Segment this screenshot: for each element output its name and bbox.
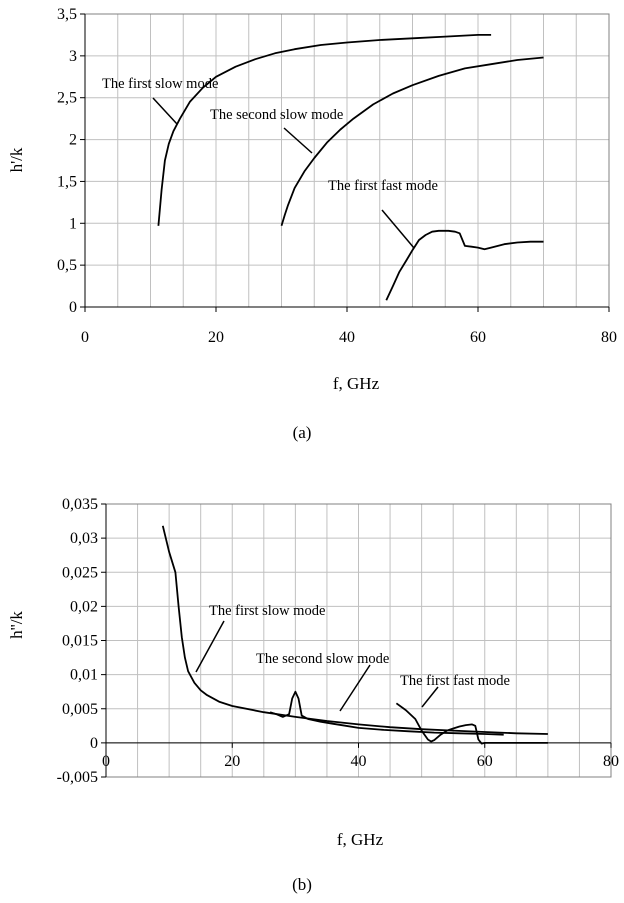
chart-b-series-line-1 [161,525,548,735]
chart-a-y-tick-label: 0,5 [57,257,77,274]
chart-a-leader-first-fast-mode [381,209,415,249]
chart-a-y-axis-label: h'/k [7,147,26,172]
chart-b: -0,00500,0050,010,0150,020,0250,030,035 … [7,496,619,894]
chart-a-x-tick-label: 80 [601,329,617,346]
chart-a-leader-second-slow-mode [283,127,313,154]
chart-a-x-tick-label: 40 [339,329,355,346]
chart-b-leader-first-slow-mode [195,620,225,673]
chart-b-x-tick-label: 80 [603,753,619,770]
chart-a-series-line-1 [157,34,492,226]
chart-a-y-tick-labels: 0 0,5 1 1,5 2 2,5 3 3,5 [57,6,85,316]
chart-b-series [161,525,548,745]
chart-b-y-tick-label: 0,01 [70,667,98,684]
chart-a-y-tick-label: 0 [69,299,77,316]
chart-a: 0 0,5 1 1,5 2 2,5 3 3,5 0 20 40 60 80 f, GHz h'/k T… [7,6,617,442]
chart-a-y-tick-label: 1 [69,215,77,232]
chart-a-y-tick-label: 2,5 [57,90,77,107]
chart-b-y-tick-label: 0,015 [62,633,98,650]
chart-b-y-tick-labels: -0,005 0 0,005 0,01 0,015 0,02 0,025 0,03 0,035 [57,496,106,786]
chart-a-series-line-3 [385,229,544,301]
chart-a-y-tick-label: 3,5 [57,6,77,23]
chart-b-annotation-first-slow-mode: The first slow mode [209,603,325,619]
chart-b-y-tick-label: 0 [90,735,98,752]
chart-b-leader-second-slow-mode [339,664,371,712]
chart-b-annotation-second-slow-mode: The second slow mode [256,651,389,667]
chart-a-x-tick-label: 0 [81,329,89,346]
chart-b-leader-first-fast-mode [421,686,439,708]
chart-a-y-tick-label: 2 [69,132,77,149]
chart-a-y-tick-label: 3 [69,48,77,65]
chart-b-annotation-first-fast-mode: The first fast mode [400,673,510,689]
chart-b-x-tick-label: 60 [477,753,493,770]
chart-b-x-tick-labels: 0 20 40 60 80 [102,742,619,770]
chart-a-leader-first-slow-mode [152,97,178,125]
chart-b-y-tick-label: -0,005 [57,769,98,786]
chart-a-annotation-first-fast-mode: The first fast mode [328,178,438,194]
chart-a-x-axis-label: f, GHz [333,374,380,393]
chart-a-y-tick-label: 1,5 [57,173,77,190]
chart-a-grid [85,14,609,307]
chart-a-caption: (a) [293,423,312,442]
chart-b-caption: (b) [292,875,312,894]
chart-b-y-tick-label: 0,03 [70,530,98,547]
chart-a-x-tick-labels: 0 20 40 60 80 [81,307,617,346]
chart-b-y-tick-label: 0,035 [62,496,98,513]
chart-a-x-tick-label: 60 [470,329,486,346]
chart-b-x-axis-label: f, GHz [337,830,384,849]
chart-b-x-tick-label: 40 [351,753,367,770]
chart-a-annotation-second-slow-mode: The second slow mode [210,107,343,123]
chart-b-y-tick-label: 0,025 [62,564,98,581]
chart-b-y-tick-label: 0,02 [70,598,98,615]
chart-b-y-tick-label: 0,005 [62,701,98,718]
chart-b-x-tick-label: 20 [224,753,240,770]
chart-a-annotation-first-slow-mode: The first slow mode [102,76,218,92]
chart-b-series-line-2 [269,690,504,736]
chart-b-series-line-3 [395,702,548,745]
chart-a-x-tick-label: 20 [208,329,224,346]
chart-b-y-axis-label: h''/k [7,611,26,639]
chart-a-series [157,34,544,301]
chart-a-series-line-2 [280,56,544,227]
chart-b-x-tick-label: 0 [102,753,110,770]
